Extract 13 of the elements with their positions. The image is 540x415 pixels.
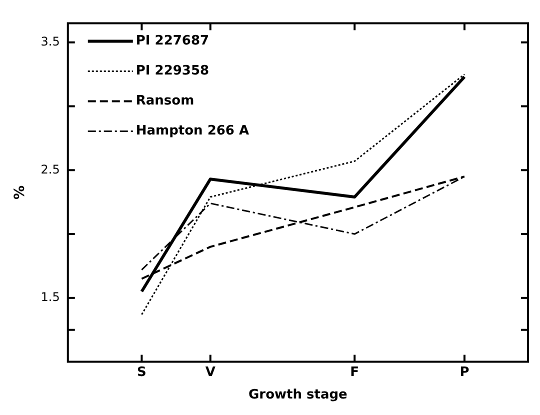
legend-label: PI 227687 (136, 34, 210, 49)
legend-label: PI 229358 (136, 64, 210, 79)
x-tick-label: S (137, 364, 146, 380)
legend-label: Hampton 266 A (136, 124, 250, 139)
x-tick-label: F (350, 364, 360, 380)
x-tick-label: P (460, 364, 470, 380)
y-tick-label: 2.5 (40, 162, 60, 176)
y-tick-label: 3.5 (40, 34, 60, 48)
y-axis-title: % (12, 185, 28, 200)
x-axis-title: Growth stage (248, 388, 348, 403)
x-tick-label: V (205, 364, 216, 380)
legend-label: Ransom (136, 94, 194, 109)
y-tick-label: 1.5 (40, 290, 60, 304)
